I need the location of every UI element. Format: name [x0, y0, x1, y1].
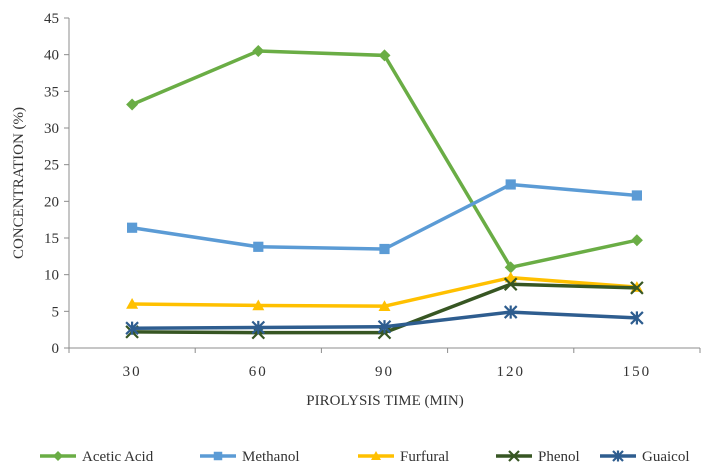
x-axis-title: PIROLYSIS TIME (MIN): [306, 393, 463, 409]
y-tick-label: 45: [44, 11, 59, 27]
series-line-methanol: [131, 182, 638, 251]
y-tick-label: 40: [44, 48, 59, 64]
data-point-acetic-acid: [126, 98, 139, 111]
y-tick-label: 30: [44, 121, 59, 137]
chart-legend: Acetic Acid Methanol Furfural Phenol Guaicol: [40, 449, 689, 465]
legend-marker: [53, 451, 63, 461]
series-line-acetic-acid: [131, 49, 638, 270]
data-point-guaicol: [377, 319, 392, 334]
chart-axes: [68, 18, 700, 349]
series-methanol: [127, 179, 642, 255]
series-furfural: [126, 271, 643, 311]
y-tick-label: 10: [44, 268, 59, 284]
legend-marker: [213, 451, 223, 461]
legend-item-guaicol: Guaicol: [600, 449, 689, 465]
data-point-guaicol: [630, 311, 644, 325]
data-point-acetic-acid: [630, 234, 643, 247]
legend-item-methanol: Methanol: [200, 449, 300, 465]
legend-label: Methanol: [242, 449, 300, 465]
legend-item-phenol: Phenol: [496, 449, 580, 465]
series-acetic-acid: [126, 45, 643, 274]
legend-label: Phenol: [538, 449, 580, 465]
legend-item-furfural: Furfural: [358, 449, 449, 465]
y-tick-label: 0: [52, 341, 60, 357]
y-tick-label: 15: [44, 231, 59, 247]
x-tick-label: 120: [496, 364, 525, 380]
data-point-guaicol: [503, 305, 518, 319]
y-tick-label: 25: [44, 158, 59, 174]
data-point-furfural: [378, 300, 391, 311]
legend-label: Acetic Acid: [82, 449, 154, 465]
data-point-furfural: [126, 298, 139, 309]
data-point-phenol: [503, 277, 518, 291]
data-point-phenol: [630, 281, 644, 295]
y-axis-title: CONCENTRATION (%): [11, 107, 27, 259]
data-point-methanol: [631, 190, 642, 201]
data-point-acetic-acid: [504, 261, 517, 274]
data-point-methanol: [253, 241, 264, 252]
data-point-methanol: [379, 243, 390, 255]
data-point-methanol: [505, 179, 516, 190]
data-point-acetic-acid: [378, 49, 391, 62]
x-tick-label: 90: [375, 364, 394, 380]
legend-label: Furfural: [400, 449, 449, 465]
data-point-methanol: [127, 222, 138, 233]
data-point-guaicol: [125, 321, 139, 335]
y-tick-label: 35: [44, 84, 59, 100]
x-axis-ticks: 30 60 90 120 150: [68, 348, 701, 380]
y-axis-ticks: 0 5 10 15 20 25 30 35 40 45: [44, 11, 69, 357]
x-tick-label: 60: [249, 364, 268, 380]
legend-marker: [508, 450, 520, 462]
x-tick-label: 150: [623, 364, 652, 380]
legend-item-acetic-acid: Acetic Acid: [40, 449, 154, 465]
series-group: [125, 45, 644, 340]
data-point-acetic-acid: [252, 45, 265, 57]
data-point-guaicol: [251, 320, 266, 335]
legend-marker: [612, 450, 624, 462]
y-tick-label: 20: [44, 194, 59, 210]
legend-marker: [371, 451, 381, 460]
data-point-furfural: [252, 299, 265, 311]
legend-label: Guaicol: [642, 449, 689, 465]
y-tick-label: 5: [52, 304, 60, 320]
x-tick-label: 30: [123, 364, 142, 380]
series-guaicol: [125, 305, 644, 335]
